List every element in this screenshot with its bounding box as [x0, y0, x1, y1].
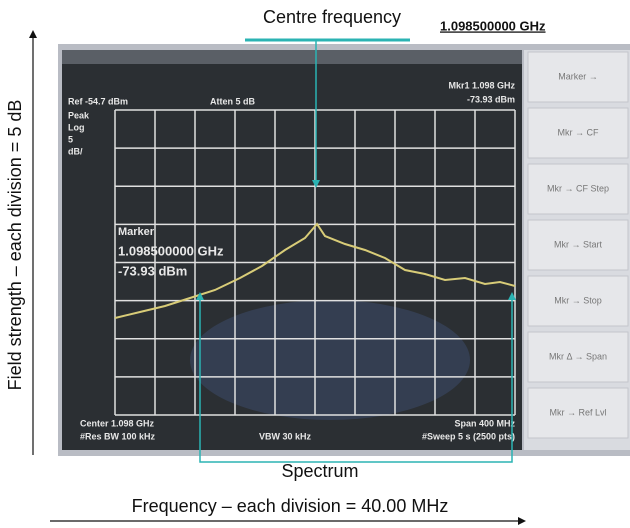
span: Span 400 MHz	[454, 418, 515, 428]
res-bw: #Res BW 100 kHz	[80, 431, 156, 441]
scale-text: dB/	[68, 146, 83, 156]
softkey-label: Mkr → Start	[554, 239, 603, 249]
scale-text: 5	[68, 134, 73, 144]
center-freq: Center 1.098 GHz	[80, 418, 155, 428]
y-axis-label: Field strength – each division = 5 dB	[5, 100, 25, 391]
marker-readout: -73.93 dBm	[467, 94, 515, 104]
marker-box: Marker	[118, 226, 155, 238]
arrow-head	[518, 517, 526, 525]
softkeys: Marker → Mkr → CF Mkr → CF Step Mkr → Start…	[528, 52, 628, 438]
marker-box: 1.098500000 GHz	[118, 243, 224, 258]
arrow-head	[29, 30, 37, 38]
vbw: VBW 30 kHz	[259, 431, 312, 441]
attenuation: Atten 5 dB	[210, 96, 256, 106]
marker-readout: Mkr1 1.098 GHz	[448, 80, 515, 90]
reflection	[190, 300, 470, 420]
softkey-label: Mkr → CF	[558, 127, 599, 137]
scale-text: Log	[68, 122, 85, 132]
softkey-label: Mkr → Ref Lvl	[549, 407, 606, 417]
screen-header	[62, 50, 522, 64]
centre-value: 1.098500000 GHz	[440, 18, 546, 33]
marker-box: -73.93 dBm	[118, 263, 187, 278]
figure: Marker → Mkr → CF Mkr → CF Step Mkr → Start…	[0, 0, 630, 528]
scale-text: Peak	[68, 110, 90, 120]
x-axis-label: Frequency – each division = 40.00 MHz	[132, 496, 449, 516]
softkey-label: Mkr Δ → Span	[549, 351, 607, 361]
centre-label: Centre frequency	[263, 7, 401, 27]
softkey-label: Marker →	[558, 71, 598, 81]
spectrum-label: Spectrum	[281, 461, 358, 481]
softkey-label: Mkr → CF Step	[547, 183, 609, 193]
ref-level: Ref -54.7 dBm	[68, 96, 128, 106]
sweep: #Sweep 5 s (2500 pts)	[422, 431, 515, 441]
softkey-label: Mkr → Stop	[554, 295, 602, 305]
